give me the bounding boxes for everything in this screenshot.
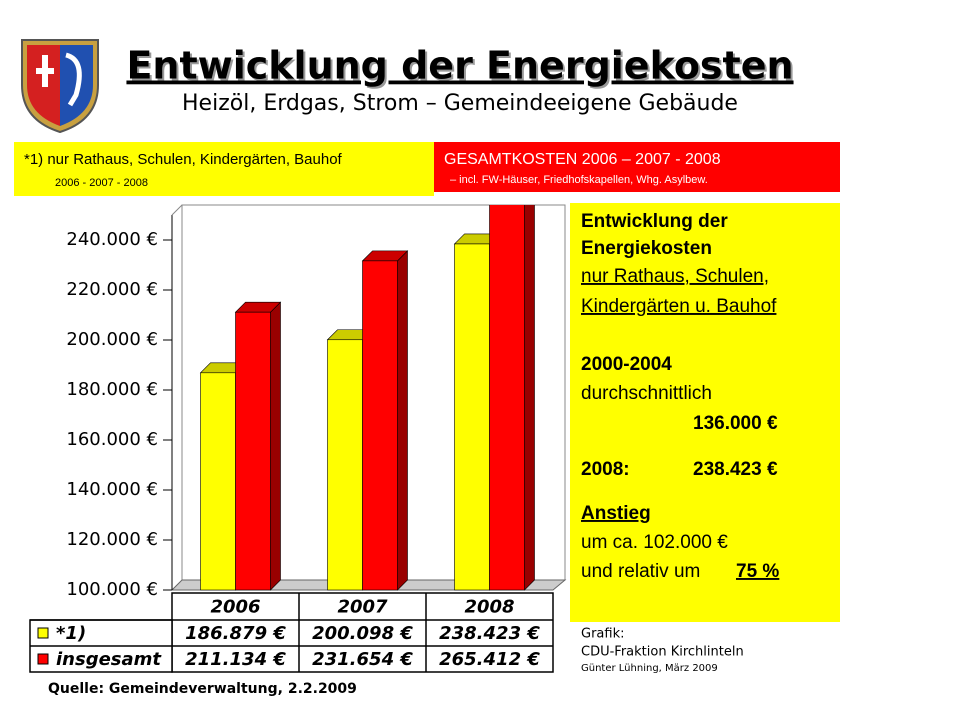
bar	[454, 243, 490, 591]
panel-text: um ca. 102.000 €	[581, 532, 728, 553]
y-tick-label: 100.000 €	[66, 579, 158, 600]
panel-text: 238.423 €	[693, 459, 778, 480]
bar	[489, 205, 525, 591]
legend-label: insgesamt	[56, 649, 162, 670]
table-value: 265.412 €	[439, 649, 540, 670]
category-label: 2006	[210, 597, 260, 618]
table-value: 186.879 €	[185, 623, 286, 644]
y-tick-label: 180.000 €	[66, 379, 158, 400]
bar-group	[234, 301, 282, 591]
legend-swatch	[37, 627, 49, 639]
bar	[362, 260, 398, 591]
bars	[199, 205, 535, 591]
credit: Günter Lühning, März 2009	[581, 663, 718, 674]
table-value: 231.654 €	[312, 649, 413, 670]
category-label: 2007	[337, 597, 388, 618]
y-tick-label: 120.000 €	[66, 529, 158, 550]
legend-label: *1)	[56, 623, 86, 644]
credit: Grafik:	[581, 627, 624, 642]
box-text: *1) nur Rathaus, Schulen, Kindergärten, …	[24, 151, 343, 168]
y-tick-label: 140.000 €	[66, 479, 158, 500]
bar-side	[397, 250, 408, 591]
panel-text: 75 %	[736, 561, 779, 582]
box-text: GESAMTKOSTEN 2006 – 2007 - 2008	[444, 151, 721, 168]
table-value: 211.134 €	[185, 649, 286, 670]
title-shadow: Entwicklung der Energiekosten	[128, 46, 795, 90]
red-box	[434, 142, 840, 192]
bar-side	[524, 205, 535, 591]
panel-text: 2000-2004	[581, 354, 672, 375]
y-tick-label: 160.000 €	[66, 429, 158, 450]
panel-text: Entwicklung der	[581, 211, 728, 232]
table-value: 200.098 €	[312, 623, 413, 644]
box-text: – incl. FW-Häuser, Friedhofskapellen, Wh…	[450, 174, 708, 186]
y-axis-depth	[171, 204, 183, 216]
credit: CDU-Fraktion Kirchlinteln	[581, 645, 744, 660]
yellow-box	[14, 142, 434, 196]
panel-text: nur Rathaus, Schulen,	[581, 266, 769, 287]
table-value: 238.423 €	[439, 623, 540, 644]
legend-swatch	[37, 653, 49, 665]
bar	[327, 339, 363, 591]
info-panel	[570, 203, 840, 622]
logo	[21, 39, 99, 134]
title: Entwicklung der Energiekosten	[126, 44, 793, 88]
y-tick-label: 220.000 €	[66, 279, 158, 300]
panel-text: durchschnittlich	[581, 383, 712, 404]
panel-text: 2008:	[581, 459, 630, 480]
y-tick-label: 240.000 €	[66, 229, 158, 250]
category-label: 2008	[464, 597, 514, 618]
panel-text: Energiekosten	[581, 238, 712, 259]
source: Quelle: Gemeindeverwaltung, 2.2.2009	[48, 681, 357, 697]
panel-text: 136.000 €	[693, 413, 778, 434]
subtitle: Heizöl, Erdgas, Strom – Gemeindeeigene G…	[182, 91, 738, 116]
y-tick-label: 200.000 €	[66, 329, 158, 350]
panel-text: Kindergärten u. Bauhof	[581, 296, 777, 317]
bar-group	[361, 250, 409, 591]
bar	[200, 372, 236, 591]
table-frame	[171, 592, 554, 673]
bar	[235, 311, 271, 591]
bar-group	[489, 205, 535, 591]
panel-text: Anstieg	[581, 503, 651, 524]
bar-side	[270, 301, 281, 591]
panel-text: und relativ um	[581, 561, 700, 582]
box-text: 2006 - 2007 - 2008	[55, 177, 148, 189]
